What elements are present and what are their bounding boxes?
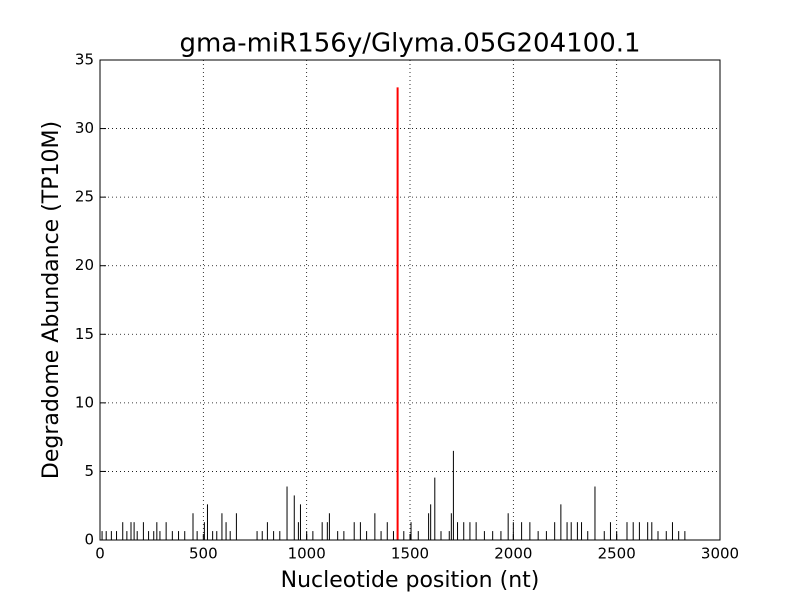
y-tick-label: 25 [75,188,94,206]
y-tick-label: 10 [75,393,94,411]
y-tick-label: 0 [84,531,94,549]
x-tick-label: 1500 [391,545,429,563]
y-tick-label: 30 [75,119,94,137]
x-tick-label: 1000 [288,545,326,563]
y-tick-label: 35 [75,51,94,69]
y-axis-label: Degradome Abundance (TP10M) [39,121,64,479]
x-tick-label: 2000 [494,545,532,563]
x-tick-label: 500 [189,545,218,563]
x-tick-label: 3000 [701,545,739,563]
y-tick-label: 15 [75,325,94,343]
x-tick-label: 0 [95,545,105,563]
y-tick-label: 5 [84,462,94,480]
x-tick-label: 2500 [598,545,636,563]
y-tick-label: 20 [75,256,94,274]
plot-area [99,59,721,541]
x-axis-label: Nucleotide position (nt) [281,568,540,593]
chart-title: gma-miR156y/Glyma.05G204100.1 [179,29,640,59]
